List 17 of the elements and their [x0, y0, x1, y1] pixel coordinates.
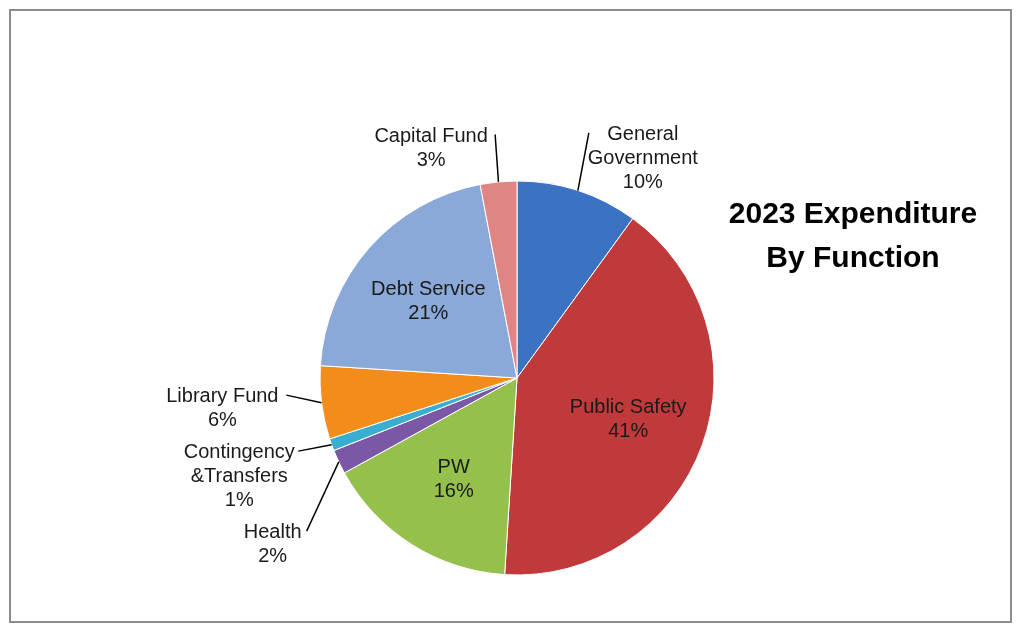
slice-label: General Government — [587, 122, 699, 169]
text: 2023 Expenditure By Function — [728, 196, 978, 273]
data-label: 1% — [224, 488, 254, 511]
slice-label: Debt Service — [371, 276, 486, 299]
data-label: 2% — [258, 544, 288, 567]
data-label: 21% — [408, 300, 449, 323]
slice-label: Contingency &Transfers — [183, 440, 295, 487]
slice-label: Library Fund — [166, 384, 279, 407]
slice-label: PW — [437, 454, 470, 477]
data-label: 10% — [622, 170, 664, 193]
data-label: 6% — [207, 408, 238, 431]
data-label: 41% — [608, 419, 649, 442]
slice-label: Capital Fund — [374, 123, 488, 146]
slice-label: Public Safety — [569, 395, 687, 418]
data-label: 16% — [433, 478, 474, 501]
slice-label: Health — [243, 520, 302, 543]
data-label: 3% — [416, 147, 446, 170]
